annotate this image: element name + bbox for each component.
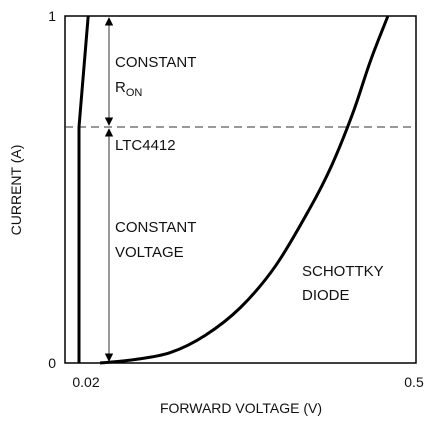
plot-frame <box>64 15 417 364</box>
x-tick-label-0: 0.02 <box>72 374 99 390</box>
x-axis-label: FORWARD VOLTAGE (V) <box>160 400 322 416</box>
constant-ron-label-line2: RON <box>115 79 142 99</box>
constant-ron-label-line1: CONSTANT <box>115 54 196 71</box>
series-line-ltc4412 <box>77 15 90 363</box>
x-tick-label-1: 0.5 <box>404 374 424 390</box>
ltc4412-label: LTC4412 <box>115 137 176 154</box>
schottky-label-line2: DIODE <box>302 287 350 304</box>
y-tick-label-1: 1 <box>48 8 56 24</box>
constant-voltage-label-line2: VOLTAGE <box>115 244 184 261</box>
y-tick-label-0: 0 <box>48 355 56 371</box>
constant-voltage-label-line1: CONSTANT <box>115 219 196 236</box>
y-axis-label: CURRENT (A) <box>8 145 24 236</box>
series-line-schottky-diode <box>99 15 390 365</box>
schottky-label-line1: SCHOTTKY <box>302 263 384 280</box>
